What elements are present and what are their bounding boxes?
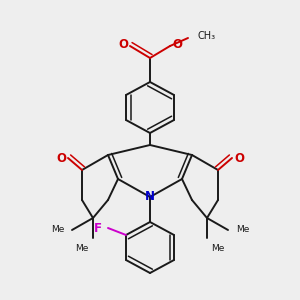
- Text: Me: Me: [51, 226, 64, 235]
- Text: N: N: [145, 190, 155, 203]
- Text: O: O: [172, 38, 182, 50]
- Text: Me: Me: [236, 226, 249, 235]
- Text: CH₃: CH₃: [198, 31, 216, 41]
- Text: Me: Me: [76, 244, 89, 253]
- Text: O: O: [56, 152, 66, 164]
- Text: O: O: [234, 152, 244, 164]
- Text: F: F: [94, 221, 102, 235]
- Text: Me: Me: [211, 244, 224, 253]
- Text: O: O: [118, 38, 128, 50]
